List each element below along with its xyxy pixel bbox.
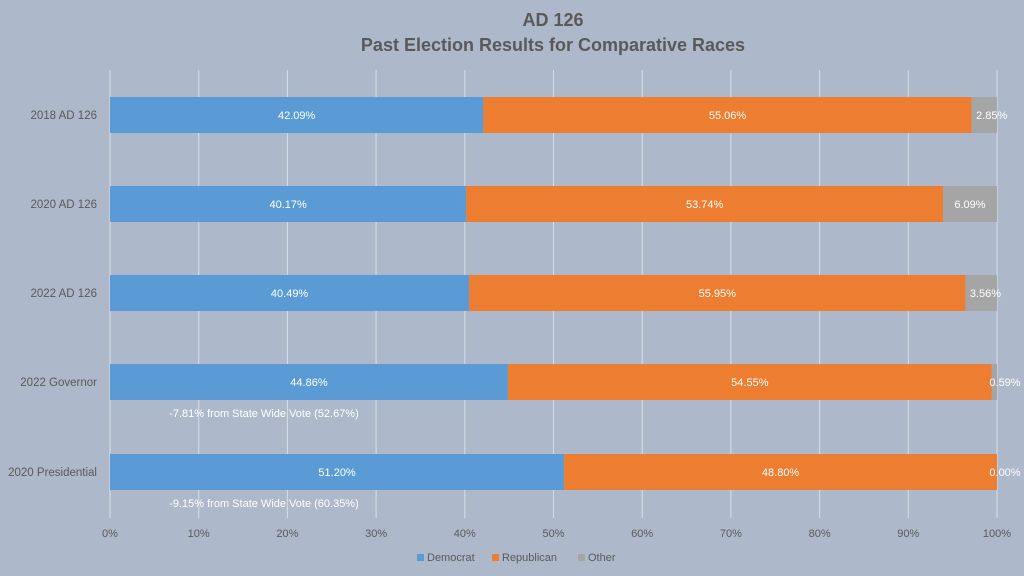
legend-label-other: Other [588,552,616,564]
x-tick-label-70: 70% [720,528,742,540]
x-tick-label-60: 60% [631,528,653,540]
x-tick-label-50: 50% [542,528,564,540]
bar-republican-2020-presidential [564,454,997,490]
data-label-republican-2022-ad-126: 55.95% [699,288,737,300]
x-tick-label-0: 0% [102,528,118,540]
data-label-democrat-2020-presidential: 51.20% [318,467,356,479]
bar-republican-2020-ad-126 [466,186,943,222]
data-label-republican-2022-governor: 54.55% [731,377,769,389]
bar-democrat-2020-ad-126 [110,186,467,222]
bar-democrat-2020-presidential [110,454,565,490]
legend-label-democrat: Democrat [427,552,475,564]
data-label-other-2022-ad-126: 3.56% [970,288,1001,300]
data-label-democrat-2022-governor: 44.86% [290,377,328,389]
data-label-republican-2020-presidential: 48.80% [762,467,800,479]
legend-swatch-republican [492,554,499,561]
data-label-other-2020-ad-126: 6.09% [954,199,985,211]
bar-democrat-2022-ad-126 [110,275,470,311]
data-label-democrat-2018-ad-126: 42.09% [278,110,316,122]
category-label-2018-ad-126: 2018 AD 126 [30,110,97,122]
category-label-2022-governor: 2022 Governor [20,377,97,389]
x-tick-label-100: 100% [983,528,1011,540]
bars: 42.09% 55.06% 2.85% 40.17% 53.74% 6.09% 40.49%… [110,97,1021,490]
bar-republican-2022-ad-126 [469,275,966,311]
bar-other-2020-ad-126 [942,186,997,222]
data-label-democrat-2022-ad-126: 40.49% [271,288,309,300]
x-tick-label-10: 10% [188,528,210,540]
legend-swatch-other [578,554,585,561]
category-label-2020-ad-126: 2020 AD 126 [30,199,97,211]
annotation-2020-presidential: -9.15% from State Wide Vote (60.35%) [169,498,359,510]
category-label-2022-ad-126: 2022 AD 126 [30,288,97,300]
legend-label-republican: Republican [502,552,557,564]
bar-other-2018-ad-126 [971,97,997,133]
bar-republican-2018-ad-126 [483,97,972,133]
x-tick-label-80: 80% [809,528,831,540]
bar-republican-2022-governor [507,364,992,400]
data-label-other-2020-presidential: 0.00% [989,467,1020,479]
bar-democrat-2022-governor [110,364,508,400]
chart-title: AD 126 [522,10,583,30]
data-label-other-2018-ad-126: 2.85% [976,110,1007,122]
x-tick-label-30: 30% [365,528,387,540]
x-tick-label-90: 90% [897,528,919,540]
annotations: -7.81% from State Wide Vote (52.67%) -9.1… [169,408,359,510]
data-label-other-2022-governor: 0.59% [989,377,1020,389]
bar-other-2022-governor [991,364,997,400]
data-label-democrat-2020-ad-126: 40.17% [269,199,307,211]
category-labels: 2018 AD 126 2020 AD 126 2022 AD 126 2022 Go… [8,110,97,479]
x-axis-ticks: 0% 10% 20% 30% 40% 50% 60% 70% 80% 90% 100% [102,528,1011,540]
legend-swatch-democrat [417,554,424,561]
bar-democrat-2018-ad-126 [110,97,484,133]
x-tick-label-40: 40% [454,528,476,540]
annotation-2022-governor: -7.81% from State Wide Vote (52.67%) [169,408,359,420]
category-label-2020-presidential: 2020 Presidential [8,467,97,479]
legend: Democrat Republican Other [417,552,616,564]
bar-other-2022-ad-126 [965,275,997,311]
data-label-republican-2020-ad-126: 53.74% [686,199,724,211]
data-label-republican-2018-ad-126: 55.06% [709,110,747,122]
x-tick-label-20: 20% [276,528,298,540]
chart-subtitle: Past Election Results for Comparative Ra… [361,35,745,55]
